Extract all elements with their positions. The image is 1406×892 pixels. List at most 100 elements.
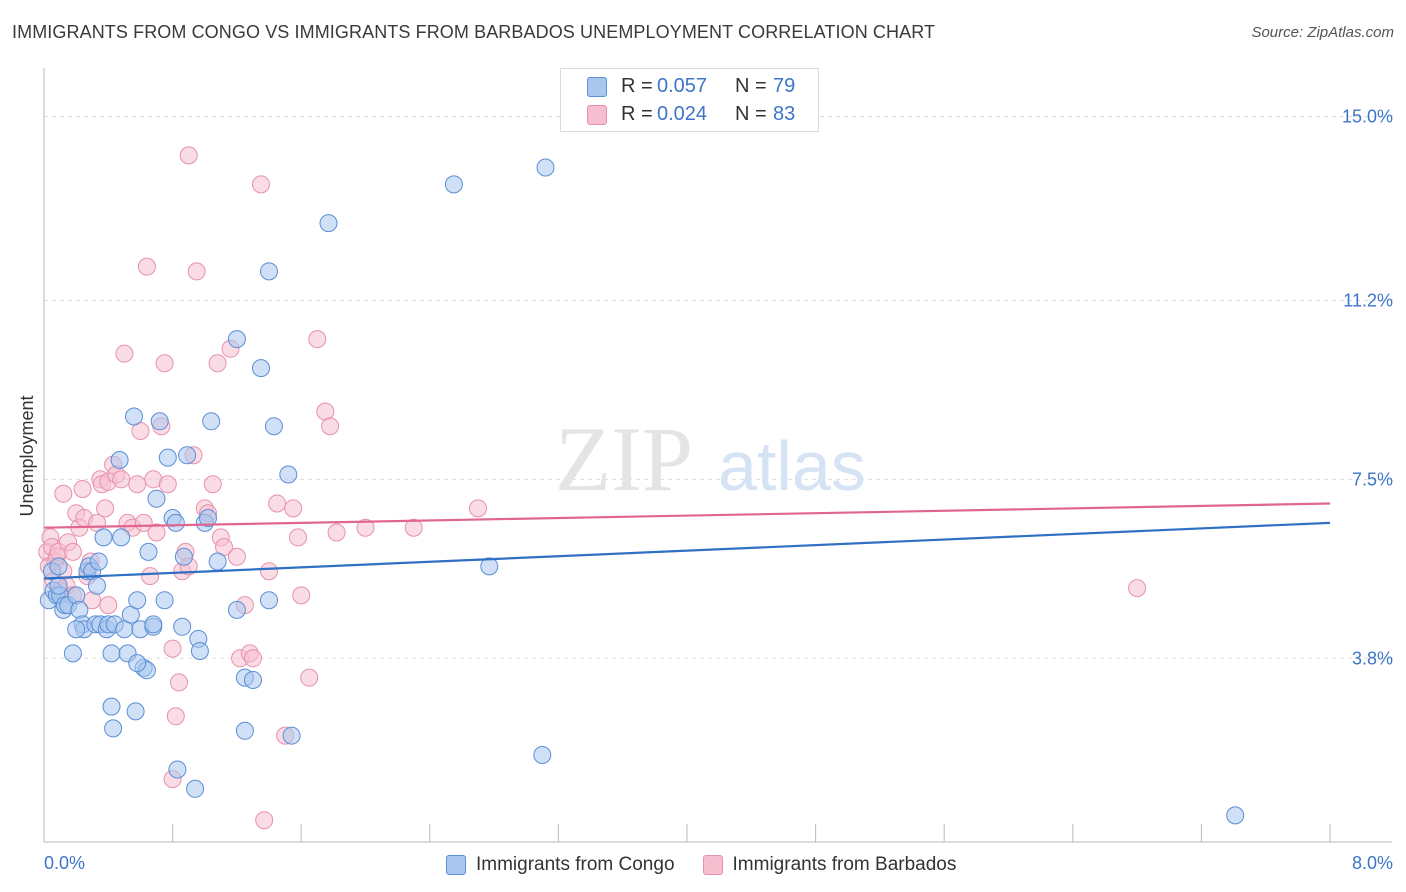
congo-trend-line	[43, 521, 1331, 580]
congo-point	[260, 262, 278, 281]
barbados-point	[187, 262, 206, 281]
barbados-point	[73, 480, 92, 498]
congo-point	[227, 600, 246, 619]
congo-point	[112, 528, 131, 547]
stats-legend: R = 0.057 N = 79 R = 0.024 N = 83	[560, 68, 819, 132]
y-tick-label: 7.5%	[1352, 469, 1393, 489]
congo-point	[1226, 806, 1245, 825]
stats-row-barbados: R = 0.024 N = 83	[587, 103, 795, 126]
barbados-point	[115, 344, 134, 363]
barbados-n-label: N =	[735, 103, 767, 125]
congo-point	[128, 591, 147, 610]
congo-point	[128, 654, 147, 673]
congo-legend-swatch	[446, 855, 466, 875]
congo-points	[39, 158, 1245, 825]
congo-point	[49, 576, 68, 595]
congo-point	[158, 448, 177, 467]
barbados-point	[308, 330, 327, 349]
barbados-point	[166, 707, 185, 726]
barbados-point	[255, 811, 274, 830]
congo-point	[186, 779, 205, 798]
legend-label-congo: Immigrants from Congo	[476, 854, 675, 875]
barbados-point	[137, 257, 156, 276]
x-tick-label-max: 8.0%	[1352, 853, 1393, 873]
congo-point	[126, 702, 145, 721]
barbados-point	[327, 523, 346, 542]
congo-point	[139, 542, 158, 561]
congo-point	[252, 359, 270, 378]
congo-point	[88, 576, 106, 595]
barbados-point	[289, 528, 307, 547]
congo-point	[235, 721, 254, 740]
barbados-point	[155, 354, 174, 373]
series-legend: Immigrants from Congo Immigrants from Ba…	[446, 852, 984, 878]
congo-n-label: N =	[735, 75, 767, 97]
congo-r-label: R =	[621, 75, 653, 97]
watermark: ZIP atlas	[555, 408, 866, 510]
congo-point	[202, 412, 221, 431]
barbados-swatch	[587, 104, 607, 125]
congo-point	[208, 552, 227, 571]
x-tick-label-min: 0.0%	[44, 853, 85, 873]
barbados-point	[63, 542, 82, 561]
congo-point	[49, 557, 68, 576]
stats-row-congo: R = 0.057 N = 79	[587, 75, 795, 98]
congo-point	[147, 489, 166, 508]
legend-item-barbados[interactable]: Immigrants from Barbados	[702, 854, 956, 876]
watermark-atlas: atlas	[718, 427, 866, 505]
congo-point	[63, 644, 82, 663]
trend-lines	[43, 502, 1331, 580]
congo-point	[104, 719, 123, 738]
y-tick-label: 15.0%	[1342, 107, 1393, 127]
congo-point	[536, 158, 555, 177]
watermark-zip: ZIP	[555, 408, 693, 510]
axes	[43, 68, 1392, 843]
barbados-point	[203, 475, 222, 494]
congo-point	[168, 760, 187, 779]
barbados-point	[99, 596, 118, 615]
barbados-point	[54, 484, 73, 503]
barbados-point	[469, 499, 487, 518]
barbados-point	[147, 523, 166, 542]
legend-item-congo[interactable]: Immigrants from Congo	[446, 854, 675, 876]
congo-point	[319, 214, 338, 233]
barbados-point	[300, 668, 319, 687]
y-axis-label: Unemployment	[17, 395, 37, 516]
barbados-point	[163, 639, 182, 658]
y-tick-label: 3.8%	[1352, 648, 1393, 668]
barbados-point	[227, 547, 246, 566]
barbados-point	[158, 475, 177, 494]
barbados-point	[244, 649, 262, 668]
source-credit: Source: ZipAtlas.com	[1251, 24, 1394, 41]
tick-labels: 3.8% 7.5% 11.2% 15.0% 0.0% 8.0%	[44, 107, 1393, 873]
congo-point	[282, 726, 301, 745]
chart-title: IMMIGRANTS FROM CONGO VS IMMIGRANTS FROM…	[12, 22, 936, 42]
congo-point	[244, 671, 262, 689]
barbados-point	[134, 513, 153, 532]
congo-point	[444, 175, 463, 194]
barbados-point	[96, 499, 115, 518]
barbados-point	[1128, 579, 1147, 598]
barbados-point	[292, 586, 311, 605]
congo-point	[67, 620, 86, 639]
congo-point	[155, 591, 174, 610]
congo-point	[150, 412, 169, 431]
congo-point	[480, 557, 499, 576]
congo-point	[166, 513, 185, 532]
congo-point	[178, 446, 197, 465]
barbados-n-value: 83	[773, 103, 796, 125]
barbados-point	[252, 175, 270, 194]
barbados-point	[141, 567, 160, 586]
barbados-point	[321, 417, 340, 436]
barbados-trend-line	[43, 502, 1331, 529]
barbados-r-value: 0.024	[657, 103, 708, 125]
barbados-point	[268, 494, 287, 513]
congo-swatch	[587, 76, 607, 97]
congo-point	[260, 591, 278, 610]
barbados-legend-swatch	[702, 855, 723, 875]
congo-point	[102, 697, 121, 716]
congo-point	[533, 746, 552, 764]
barbados-r-label: R =	[621, 103, 653, 125]
congo-point	[190, 642, 209, 660]
